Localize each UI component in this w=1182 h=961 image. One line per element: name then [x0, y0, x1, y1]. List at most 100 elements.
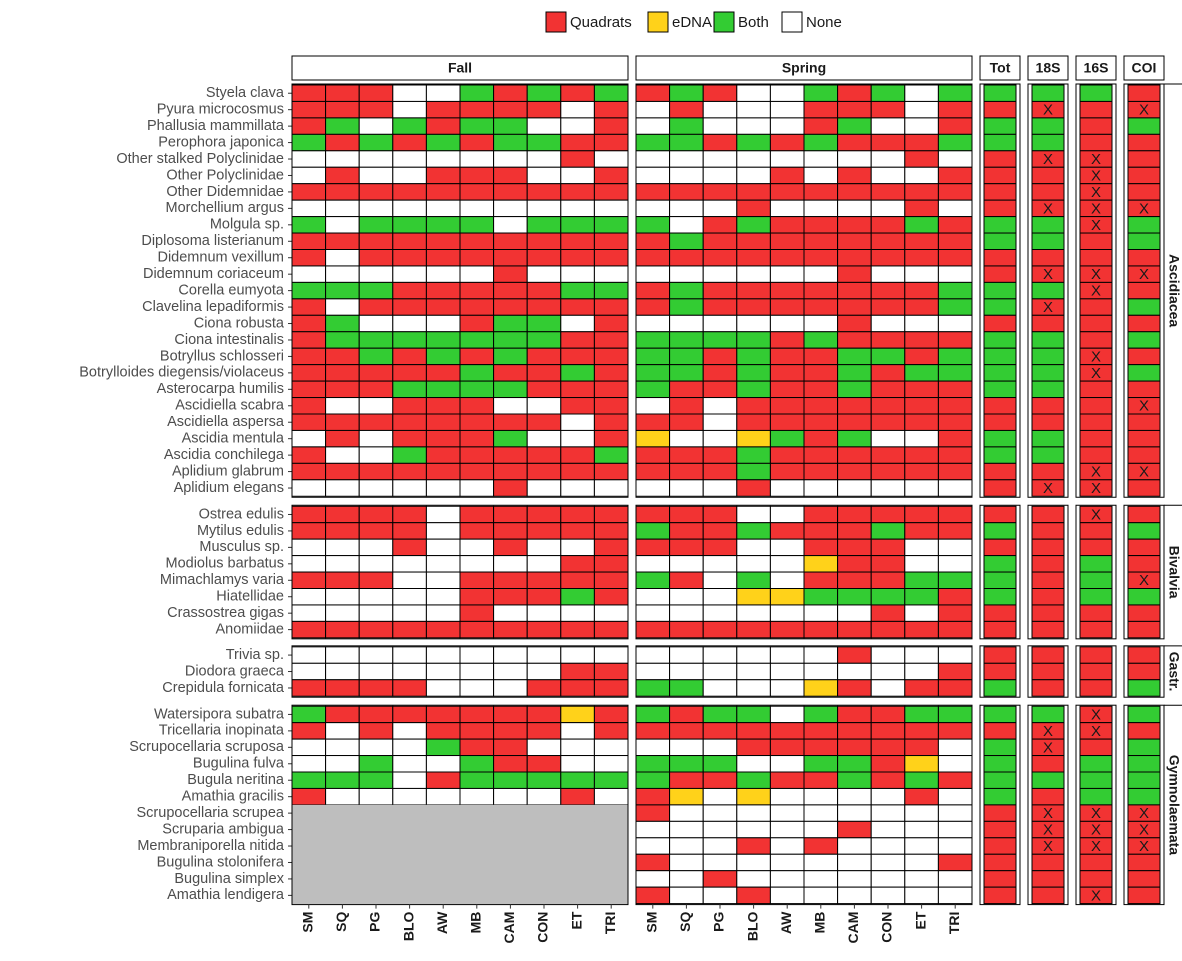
species-label: Botrylloides diegensis/violaceus: [79, 365, 284, 381]
cell: [593, 166, 629, 185]
x-tick-label: ET: [568, 911, 584, 929]
cell: [904, 853, 939, 872]
x-tick-label: TRI: [602, 912, 618, 935]
cell: [358, 462, 394, 481]
cell: [593, 722, 629, 740]
cell: [769, 588, 805, 606]
cell: [526, 588, 562, 606]
cell: [635, 604, 671, 622]
summary-cell: [1127, 331, 1161, 349]
cell: [669, 413, 704, 431]
cell: [937, 397, 973, 415]
cell: [904, 804, 939, 822]
cell: [425, 331, 461, 349]
cell: [870, 886, 906, 905]
cell: [325, 331, 360, 349]
cell: [937, 150, 973, 168]
summary-cell: [1031, 787, 1065, 806]
cell: [392, 646, 427, 664]
summary-cell: [1031, 853, 1065, 872]
cell: [392, 183, 427, 201]
summary-cell: [983, 538, 1017, 557]
summary-cell: [1127, 870, 1161, 888]
cell: [736, 820, 771, 839]
cell: [837, 853, 872, 872]
cell: [769, 787, 805, 806]
cell: [769, 604, 805, 622]
summary-cell: [983, 738, 1017, 757]
cell: [593, 755, 629, 773]
cell: [493, 100, 528, 119]
species-label: Diodora graeca: [185, 663, 285, 679]
cell: [803, 347, 839, 366]
cell: [291, 397, 327, 415]
cell: [837, 150, 872, 168]
missing-cell: [325, 837, 360, 855]
cell: [459, 738, 495, 757]
cell: [425, 216, 461, 234]
species-label: Ascidiella aspersa: [167, 414, 285, 430]
cell: [358, 620, 394, 639]
cell: [635, 199, 671, 218]
cell: [736, 588, 771, 606]
cell: [560, 479, 595, 497]
summary-cell: [1031, 331, 1065, 349]
summary-cell: [983, 679, 1017, 697]
cell: [736, 446, 771, 464]
cell: [635, 429, 671, 448]
cell: [837, 429, 872, 448]
cell: [702, 571, 738, 589]
cell: [904, 755, 939, 773]
summary-cell: [983, 100, 1017, 119]
cell: [736, 232, 771, 251]
cell: [459, 133, 495, 152]
summary-cell: [1127, 117, 1161, 135]
cell: [904, 249, 939, 267]
cell: [635, 738, 671, 757]
cell: [937, 679, 973, 697]
cell: [560, 281, 595, 300]
strip: [291, 55, 629, 81]
summary-cell: [983, 380, 1017, 399]
cell: [904, 820, 939, 839]
cell: [870, 298, 906, 316]
cell: [702, 870, 738, 888]
cell: [425, 646, 461, 664]
cell: [425, 249, 461, 267]
cell: [736, 870, 771, 888]
cell: [803, 479, 839, 497]
cell: [358, 150, 394, 168]
cell: [803, 249, 839, 267]
cell: [325, 133, 360, 152]
x-tick-label: TRI: [946, 912, 962, 935]
cell: [837, 870, 872, 888]
cell: [325, 281, 360, 300]
cell: [702, 738, 738, 757]
cell: [493, 133, 528, 152]
cell: [870, 462, 906, 481]
cell: [937, 100, 973, 119]
cell: [358, 646, 394, 664]
cell: [425, 314, 461, 333]
strip: [1075, 55, 1117, 81]
cross: X: [1043, 739, 1053, 756]
summary-cell: [1031, 446, 1065, 464]
cell: [937, 232, 973, 251]
cell: [425, 555, 461, 573]
cell: [904, 837, 939, 855]
cell: [837, 771, 872, 789]
cell: [526, 771, 562, 789]
cross: X: [1091, 706, 1101, 723]
cell: [392, 413, 427, 431]
cell: [769, 117, 805, 135]
cell: [837, 620, 872, 639]
cell: [392, 429, 427, 448]
cell: [769, 571, 805, 589]
cell: [526, 429, 562, 448]
panel-border: [291, 645, 629, 698]
cell: [736, 199, 771, 218]
cell: [291, 705, 327, 724]
cell: [526, 787, 562, 806]
cell: [493, 604, 528, 622]
cell: [560, 538, 595, 557]
